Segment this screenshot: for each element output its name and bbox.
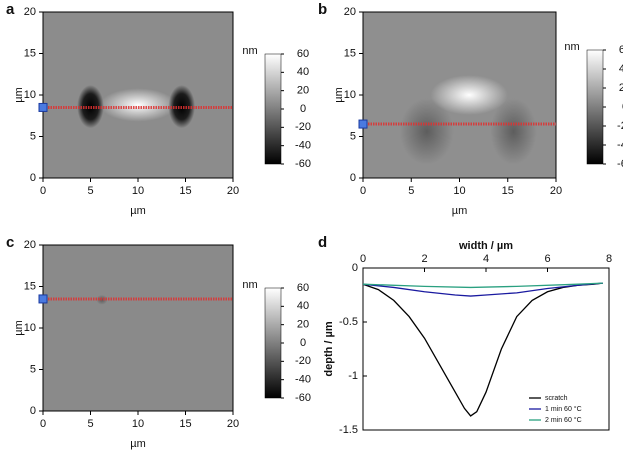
legend-label: 2 min 60 °C <box>545 416 582 424</box>
x-tick-label: 6 <box>544 253 550 265</box>
colorbar-tick-label: 20 <box>297 85 309 97</box>
line-series <box>362 282 603 289</box>
profile-marker <box>38 102 48 112</box>
x-tick-label: 0 <box>40 418 46 430</box>
afm-feature <box>430 75 508 115</box>
line-series <box>362 282 603 297</box>
x-tick-label: 0 <box>40 185 46 197</box>
colorbar-tick-label: -60 <box>295 158 311 170</box>
y-tick-label: 0 <box>30 405 36 417</box>
x-tick-label: 5 <box>87 185 93 197</box>
colorbar <box>264 53 282 165</box>
colorbar-tick-label: -20 <box>295 121 311 133</box>
x-tick-label: 2 <box>421 253 427 265</box>
y-axis-label: µm <box>13 320 25 336</box>
colorbar-label: nm <box>242 45 257 57</box>
x-tick-label: 5 <box>408 185 414 197</box>
x-tick-label: 5 <box>87 418 93 430</box>
y-axis-label: depth / µm <box>323 321 335 376</box>
y-tick-label: 0 <box>30 172 36 184</box>
x-tick-label: 10 <box>132 185 144 197</box>
afm-feature <box>399 98 454 165</box>
panel-label: b <box>318 1 327 18</box>
x-tick-label: 20 <box>227 418 239 430</box>
colorbar-tick-label: 0 <box>622 101 623 113</box>
y-tick-label: 5 <box>30 130 36 142</box>
x-tick-label: 10 <box>132 418 144 430</box>
y-tick-label: 20 <box>24 239 36 251</box>
colorbar-tick-label: 40 <box>619 63 623 75</box>
y-tick-label: 20 <box>344 6 356 18</box>
colorbar-tick-label: -40 <box>295 140 311 152</box>
y-tick-label: 10 <box>344 89 356 101</box>
y-tick-label: 15 <box>24 47 36 59</box>
colorbar-label: nm <box>564 41 579 53</box>
colorbar-tick-label: -40 <box>295 374 311 386</box>
y-tick-label: 0 <box>350 172 356 184</box>
colorbar-tick-label: -20 <box>617 120 623 132</box>
afm-feature <box>490 98 537 165</box>
colorbar-tick-label: 40 <box>297 300 309 312</box>
colorbar-tick-label: 20 <box>619 82 623 94</box>
afm-feature <box>100 88 176 122</box>
y-tick-label: 10 <box>24 322 36 334</box>
y-tick-label: 15 <box>344 47 356 59</box>
x-tick-label: 20 <box>227 185 239 197</box>
panel-label: d <box>318 234 327 251</box>
colorbar-tick-label: -60 <box>295 392 311 404</box>
x-tick-label: 0 <box>360 253 366 265</box>
x-axis-label: µm <box>130 438 146 450</box>
x-tick-label: 10 <box>453 185 465 197</box>
colorbar-tick-label: 20 <box>297 319 309 331</box>
x-axis-label: µm <box>130 205 146 217</box>
panel-label: a <box>6 1 15 18</box>
y-tick-label: -1 <box>348 370 358 382</box>
panel-label: c <box>6 234 14 251</box>
y-tick-label: 5 <box>30 363 36 375</box>
x-tick-label: 8 <box>606 253 612 265</box>
colorbar-tick-label: 0 <box>300 103 306 115</box>
y-tick-label: 0 <box>352 262 358 274</box>
x-axis-label: width / µm <box>458 240 513 252</box>
x-tick-label: 15 <box>502 185 514 197</box>
colorbar-tick-label: 60 <box>619 44 623 56</box>
colorbar-tick-label: 60 <box>297 48 309 60</box>
y-tick-label: 5 <box>350 130 356 142</box>
y-tick-label: -1.5 <box>339 424 358 436</box>
colorbar-tick-label: 0 <box>300 337 306 349</box>
y-tick-label: 15 <box>24 280 36 292</box>
y-tick-label: 20 <box>24 6 36 18</box>
x-tick-label: 15 <box>179 418 191 430</box>
x-tick-label: 20 <box>550 185 562 197</box>
profile-marker <box>358 119 368 129</box>
x-axis-label: µm <box>452 205 468 217</box>
x-tick-label: 15 <box>179 185 191 197</box>
x-tick-label: 4 <box>483 253 489 265</box>
colorbar-tick-label: -20 <box>295 355 311 367</box>
colorbar <box>586 49 604 165</box>
profile-marker <box>38 294 48 304</box>
y-axis-label: µm <box>13 87 25 103</box>
colorbar-tick-label: -60 <box>617 158 623 170</box>
y-tick-label: -0.5 <box>339 316 358 328</box>
colorbar <box>264 287 282 399</box>
afm-image <box>43 245 233 411</box>
colorbar-label: nm <box>242 279 257 291</box>
y-axis-label: µm <box>333 87 345 103</box>
colorbar-tick-label: 40 <box>297 66 309 78</box>
colorbar-tick-label: 60 <box>297 282 309 294</box>
colorbar-tick-label: -40 <box>617 139 623 151</box>
y-tick-label: 10 <box>24 89 36 101</box>
legend-label: scratch <box>545 395 568 402</box>
x-tick-label: 0 <box>360 185 366 197</box>
legend-label: 1 min 60 °C <box>545 405 582 413</box>
